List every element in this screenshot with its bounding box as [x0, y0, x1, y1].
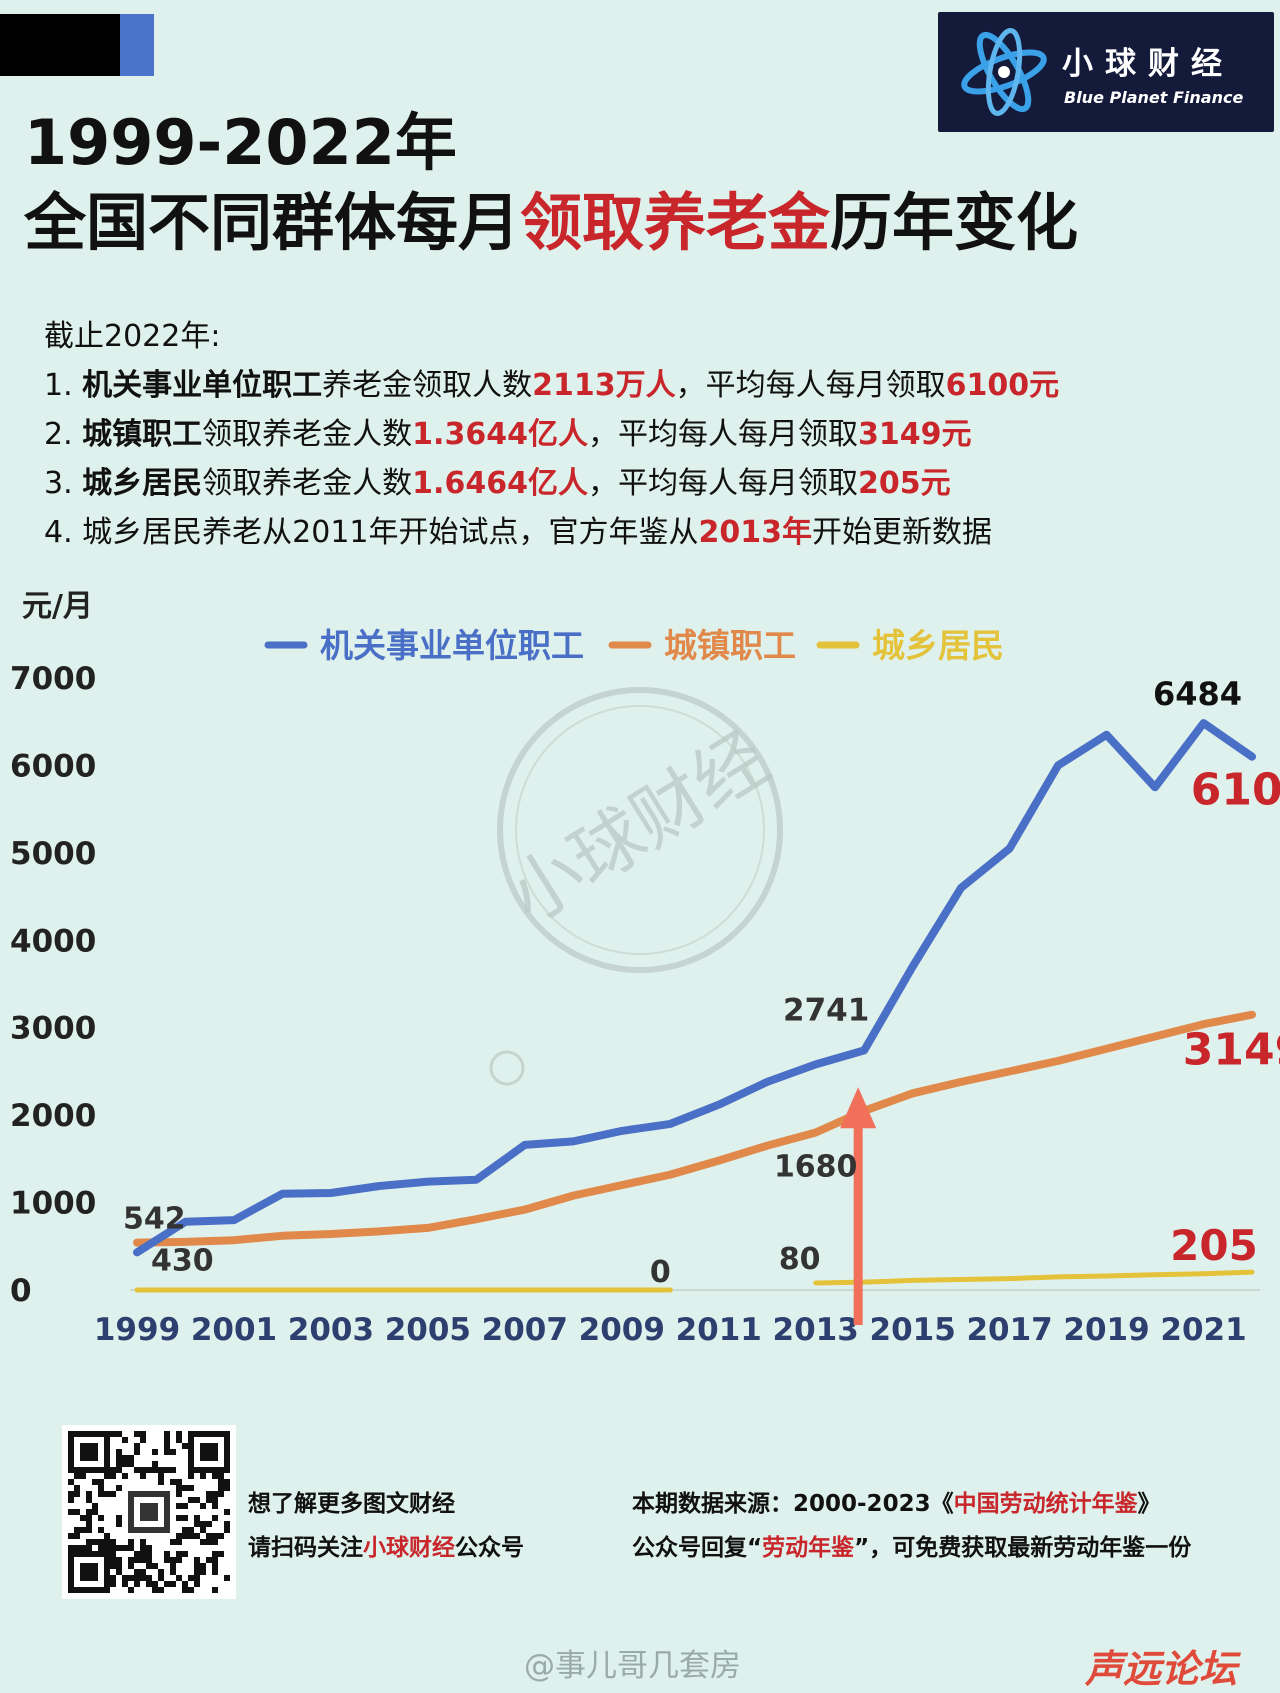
footer-source: 本期数据来源：2000-2023《中国劳动统计年鉴》	[632, 1491, 1161, 1517]
watermark-seal	[497, 687, 783, 973]
x-tick-label: 2007	[482, 1312, 568, 1348]
forum-watermark: 声远论坛	[1085, 1647, 1238, 1691]
watermark-text: 小球财经	[494, 716, 783, 940]
legend-label-urban: 城镇职工	[664, 626, 796, 665]
highlight-arrow-head	[840, 1087, 877, 1129]
series-line-gov	[133, 719, 1256, 1257]
redaction-block	[0, 14, 120, 76]
note-item: 2. 城镇职工领取养老金人数1.3644亿人，平均每人每月领取3149元	[44, 417, 972, 452]
accent-block	[120, 14, 154, 76]
note-item: 4. 城乡居民养老从2011年开始试点，官方年鉴从2013年开始更新数据	[44, 515, 993, 550]
weibo-watermark: @事儿哥几套房	[524, 1648, 741, 1684]
x-tick-label: 2015	[870, 1312, 956, 1348]
x-tick-label: 2005	[385, 1312, 471, 1348]
watermark-dot	[489, 1050, 525, 1086]
data-label: 205	[1170, 1221, 1258, 1270]
y-tick-label: 6000	[10, 748, 96, 784]
qr-code	[62, 1425, 236, 1599]
footer-left-line2: 请扫码关注小球财经公众号	[248, 1535, 524, 1561]
legend-label-rural: 城乡居民	[872, 626, 1004, 665]
x-tick-label: 2017	[966, 1312, 1052, 1348]
notes-block: 截止2022年: 1. 机关事业单位职工养老金领取人数2113万人，平均每人每月…	[44, 312, 1059, 557]
data-label: 430	[151, 1243, 214, 1278]
y-tick-label: 3000	[10, 1011, 96, 1047]
notes-list: 1. 机关事业单位职工养老金领取人数2113万人，平均每人每月领取6100元 2.…	[44, 361, 1059, 557]
series-line-rural-1	[813, 1269, 1255, 1286]
y-tick-label: 4000	[10, 923, 96, 959]
footer-cta: 公众号回复“劳动年鉴”，可免费获取最新劳动年鉴一份	[632, 1535, 1192, 1561]
notes-header: 截止2022年:	[44, 319, 221, 354]
data-label: 6100	[1191, 765, 1280, 816]
y-axis-label: 元/月	[22, 590, 93, 624]
note-item: 3. 城乡居民领取养老金人数1.6464亿人，平均每人每月领取205元	[44, 466, 951, 501]
x-tick-label: 2009	[579, 1312, 665, 1348]
brand-name-en: Blue Planet Finance	[1064, 88, 1244, 107]
x-tick-label: 1999	[94, 1312, 180, 1348]
y-tick-label: 5000	[10, 836, 96, 872]
x-tick-label: 2013	[773, 1312, 859, 1348]
data-label: 80	[779, 1242, 821, 1277]
x-tick-label: 2021	[1160, 1312, 1246, 1348]
qr-pattern	[68, 1431, 230, 1593]
data-label: 2741	[783, 992, 869, 1028]
data-label: 3149	[1183, 1025, 1280, 1076]
y-tick-label: 2000	[10, 1098, 96, 1134]
page-title-line1: 1999-2022年	[24, 106, 457, 179]
watermark-seal-inner	[515, 705, 765, 955]
pension-line-chart: 小球财经 元/月 0 1000 2000 3000 4000 5000 6000 7000 1999…	[10, 590, 1280, 1348]
y-tick-label: 1000	[10, 1186, 96, 1222]
data-label: 1680	[774, 1149, 858, 1184]
brand-name-cn: 小球财经	[1062, 46, 1234, 82]
note-item: 1. 机关事业单位职工养老金领取人数2113万人，平均每人每月领取6100元	[44, 368, 1060, 403]
footer-left-line1: 想了解更多图文财经	[248, 1491, 455, 1517]
brand-logo: 小球财经 Blue Planet Finance	[938, 12, 1274, 132]
y-tick-label: 7000	[10, 661, 96, 697]
data-label: 6484	[1153, 675, 1242, 713]
data-label: 0	[650, 1255, 671, 1290]
x-tick-label: 2011	[676, 1312, 762, 1348]
atom-icon	[961, 28, 1047, 116]
page-title-line2: 全国不同群体每月领取养老金历年变化	[24, 186, 1079, 259]
x-tick-label: 2001	[191, 1312, 277, 1348]
x-tick-label: 2003	[288, 1312, 374, 1348]
data-label: 542	[123, 1202, 186, 1237]
series-line-urban	[133, 1010, 1256, 1247]
x-tick-label: 2019	[1063, 1312, 1149, 1348]
legend-label-gov: 机关事业单位职工	[320, 626, 584, 665]
y-tick-label: 0	[10, 1273, 32, 1309]
